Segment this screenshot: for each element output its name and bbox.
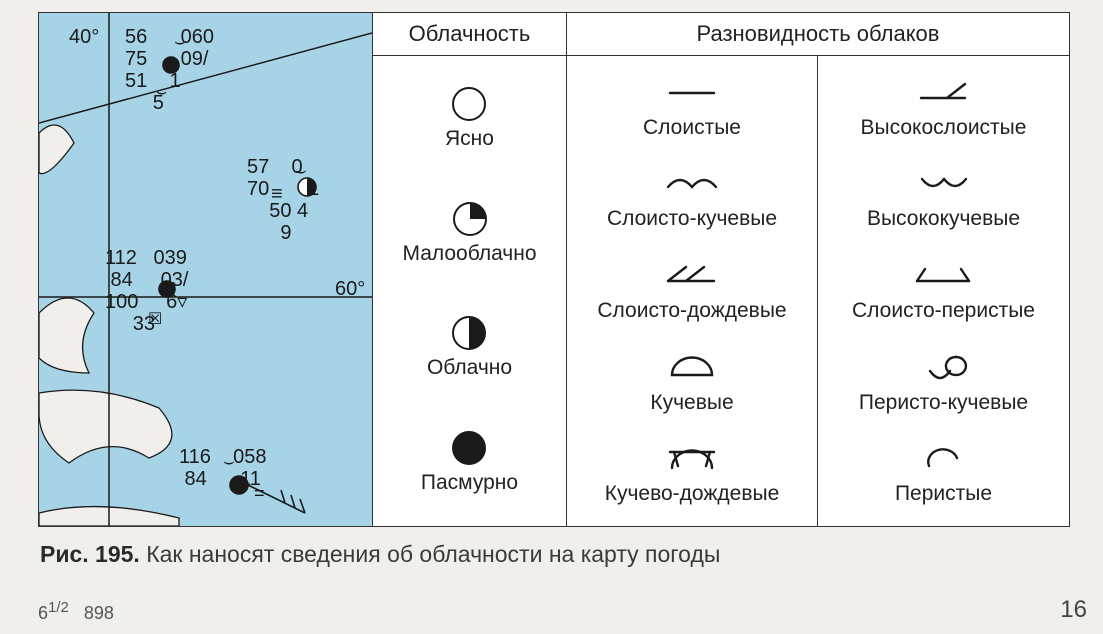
- cloud-symbol-icon: [908, 167, 980, 201]
- svg-text:⌣: ⌣: [156, 82, 167, 101]
- legend-label: Малооблачно: [402, 242, 536, 266]
- legend: Облачность Разновидность облаков Ясно Мал…: [373, 13, 1069, 526]
- svg-text:⌣: ⌣: [223, 451, 235, 471]
- legend-label: Слоисто-дождевые: [597, 299, 786, 323]
- cloud-symbol-icon: [449, 87, 489, 121]
- svg-text:9: 9: [247, 222, 291, 244]
- cloud-symbol-icon: [656, 259, 728, 293]
- page-number: 16: [1060, 596, 1087, 624]
- svg-text:☒: ☒: [148, 311, 162, 328]
- figure-number: Рис. 195.: [40, 541, 140, 567]
- legend-label: Пасмурно: [421, 471, 518, 495]
- col-cloud-types-left: Слоистые Слоисто-кучевые Слоисто-дождевые К…: [567, 56, 818, 526]
- svg-text:⌣: ⌣: [174, 31, 186, 51]
- svg-text:100 6▿: 100 6▿: [105, 291, 187, 313]
- legend-item: Кучевые: [650, 351, 733, 415]
- svg-text:56 060: 56 060: [125, 26, 214, 48]
- map-pane: 60°40°56 06075 09/51 1 5⌣⌣57 070 1 50 4 …: [39, 13, 373, 526]
- col-cloud-types-right: Высокослоистые Высококучевые Слоисто-перис…: [818, 56, 1069, 526]
- legend-label: Слоисто-перистые: [852, 299, 1035, 323]
- figure-frame: 60°40°56 06075 09/51 1 5⌣⌣57 070 1 50 4 …: [38, 12, 1070, 527]
- header-cloud-types: Разновидность облаков: [567, 13, 1069, 55]
- legend-label: Слоисто-кучевые: [607, 207, 777, 231]
- weather-map: 60°40°56 06075 09/51 1 5⌣⌣57 070 1 50 4 …: [39, 13, 372, 526]
- svg-text:40°: 40°: [69, 26, 99, 48]
- cloud-symbol-icon: [450, 202, 490, 236]
- legend-label: Перисто-кучевые: [859, 391, 1028, 415]
- col-cloudiness: Ясно Малооблачно Облачно Пасмурно: [373, 56, 567, 526]
- cloud-symbol-icon: [656, 442, 728, 476]
- figure-caption-text: Как наносят сведения об облачности на ка…: [140, 541, 721, 567]
- header-cloudiness: Облачность: [373, 13, 567, 55]
- legend-label: Ясно: [445, 127, 494, 151]
- cloud-symbol-icon: [907, 442, 979, 476]
- legend-item: Слоисто-кучевые: [607, 167, 777, 231]
- legend-label: Перистые: [895, 482, 992, 506]
- legend-item: Перисто-кучевые: [859, 351, 1028, 415]
- signature-code: 898: [84, 603, 114, 623]
- signature-fraction: 1/2: [48, 599, 69, 616]
- legend-label: Кучевые: [650, 391, 733, 415]
- signature-number: 6: [38, 603, 48, 623]
- legend-header: Облачность Разновидность облаков: [373, 13, 1069, 56]
- legend-body: ЯсноМалооблачноОблачноПасмурно СлоистыеС…: [373, 56, 1069, 526]
- cloud-symbol-icon: [907, 76, 979, 110]
- svg-text:112 039: 112 039: [105, 247, 187, 269]
- cloud-symbol-icon: [449, 316, 489, 350]
- legend-item: Слоисто-перистые: [852, 259, 1035, 323]
- svg-text:⌣: ⌣: [295, 160, 307, 180]
- legend-item: Слоистые: [643, 76, 741, 140]
- svg-text:84 03/: 84 03/: [105, 269, 189, 291]
- legend-item: Облачно: [427, 316, 512, 380]
- legend-label: Высококучевые: [867, 207, 1020, 231]
- figure-caption: Рис. 195. Как наносят сведения об облачн…: [40, 541, 1079, 568]
- legend-label: Слоистые: [643, 116, 741, 140]
- svg-text:≡: ≡: [271, 183, 283, 205]
- page-footer-left: 61/2 898: [38, 599, 114, 624]
- cloud-symbol-icon: [908, 351, 980, 385]
- cloud-symbol-icon: [656, 351, 728, 385]
- legend-item: Ясно: [445, 87, 494, 151]
- legend-item: Малооблачно: [402, 202, 536, 266]
- cloud-symbol-icon: [907, 259, 979, 293]
- cloud-symbol-icon: [656, 76, 728, 110]
- legend-item: Пасмурно: [421, 431, 518, 495]
- legend-item: Слоисто-дождевые: [597, 259, 786, 323]
- svg-text:60°: 60°: [335, 278, 365, 300]
- legend-item: Перистые: [895, 442, 992, 506]
- legend-item: Высокослоистые: [861, 76, 1027, 140]
- legend-label: Высокослоистые: [861, 116, 1027, 140]
- legend-item: Высококучевые: [867, 167, 1020, 231]
- cloud-symbol-icon: [656, 167, 728, 201]
- legend-item: Кучево-дождевые: [605, 442, 780, 506]
- cloud-symbol-icon: [449, 431, 489, 465]
- legend-label: Кучево-дождевые: [605, 482, 780, 506]
- legend-label: Облачно: [427, 356, 512, 380]
